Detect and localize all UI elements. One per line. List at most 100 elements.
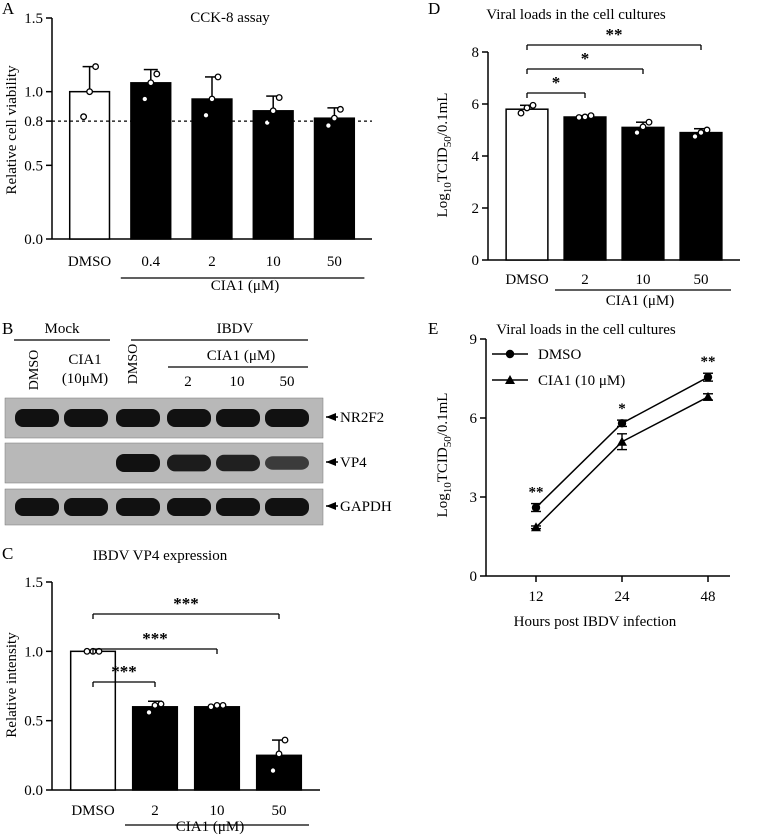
panel-d-bar bbox=[679, 131, 723, 261]
panel-d-y-tick-label: 6 bbox=[472, 97, 480, 113]
panel-c-y-tick-label: 1.0 bbox=[24, 644, 43, 660]
lane-dose-50: 50 bbox=[280, 374, 295, 390]
panel-a-category-label: 0.4 bbox=[141, 254, 160, 270]
panel-c-category-label: 50 bbox=[272, 803, 287, 819]
panel-c-data-point bbox=[83, 647, 91, 655]
panel-d-category-label: 2 bbox=[581, 272, 589, 288]
panel-b-letter: B bbox=[2, 319, 13, 338]
panel-e-y-tick-label: 0 bbox=[470, 569, 478, 585]
panel-d-sig-label: ** bbox=[606, 25, 623, 44]
panel-c-sig-label: *** bbox=[111, 662, 137, 681]
panel-a-letter: A bbox=[2, 0, 15, 18]
blot-band-gapdh bbox=[116, 498, 160, 516]
panel-a-data-point bbox=[275, 94, 283, 102]
band-label-gapdh: GAPDH bbox=[340, 499, 392, 515]
panel-c-y-tick-label: 0.0 bbox=[24, 783, 43, 799]
band-label-nr2f2: NR2F2 bbox=[340, 410, 384, 426]
panel-d-data-point bbox=[529, 101, 537, 109]
lane-cia1-mock-line2: (10μM) bbox=[62, 371, 108, 387]
panel-d-ylabel: Log10TCID50/0.1mL bbox=[435, 93, 454, 218]
panel-e-y-tick-label: 6 bbox=[470, 411, 478, 427]
panel-c-sig-label: *** bbox=[173, 594, 199, 613]
panel-d: D Viral loads in the cell cultures Log10… bbox=[428, 0, 740, 309]
panel-e-sig-label: * bbox=[618, 401, 626, 417]
blot-band-vp4 bbox=[116, 454, 160, 472]
panel-c-data-point bbox=[207, 703, 215, 711]
panel-d-category-label: DMSO bbox=[505, 272, 549, 288]
panel-a: A CCK-8 assay Relative cell viability 0.… bbox=[2, 0, 372, 294]
blot-band-gapdh bbox=[265, 498, 309, 516]
panel-c-y-tick-label: 1.5 bbox=[24, 575, 43, 591]
panel-c-data-point bbox=[219, 701, 227, 709]
panel-d-data-point bbox=[581, 113, 589, 121]
panel-c-bar bbox=[69, 650, 117, 791]
panel-a-category-label: DMSO bbox=[68, 254, 112, 270]
panel-d-bar bbox=[621, 126, 665, 261]
panel-a-bar bbox=[68, 90, 111, 240]
panel-d-bar bbox=[563, 116, 607, 261]
panel-d-y-tick-label: 4 bbox=[472, 149, 480, 165]
panel-d-letter: D bbox=[428, 0, 440, 18]
panel-c-letter: C bbox=[2, 544, 13, 563]
panel-c-data-point bbox=[281, 736, 289, 744]
panel-c-category-label: 2 bbox=[151, 803, 159, 819]
panel-a-y-tick-label: 1.0 bbox=[24, 85, 43, 101]
blot-band-vp4 bbox=[265, 456, 309, 470]
panel-c-sig-label: *** bbox=[142, 629, 168, 648]
panel-a-data-point bbox=[86, 88, 94, 96]
panel-e-point-circle bbox=[617, 419, 627, 428]
panel-c-data-point bbox=[151, 701, 159, 709]
panel-e-letter: E bbox=[428, 319, 438, 338]
panel-a-group-label: CIA1 (μM) bbox=[211, 278, 279, 294]
panel-d-y-tick-label: 0 bbox=[472, 253, 480, 269]
panel-d-sig-label: * bbox=[581, 49, 590, 68]
panel-b: B Mock IBDV DMSO CIA1 (10μM) DMSO CIA1 (… bbox=[2, 319, 392, 526]
panel-d-data-point bbox=[575, 114, 583, 121]
panel-a-title: CCK-8 assay bbox=[190, 10, 270, 26]
panel-a-bar bbox=[191, 98, 233, 240]
panel-e-sig-label: ** bbox=[701, 354, 716, 370]
panel-d-bar bbox=[505, 108, 549, 261]
panel-c-data-point bbox=[145, 708, 153, 716]
panel-d-category-label: 10 bbox=[636, 272, 651, 288]
panel-a-data-point bbox=[80, 113, 88, 121]
panel-a-data-point bbox=[92, 63, 100, 71]
panel-c-plot: 0.0 0.5 1.0 1.5 DMSO 2 10 50 *** *** *** bbox=[24, 575, 320, 826]
panel-d-y-tick-label: 2 bbox=[472, 201, 480, 217]
western-blot bbox=[4, 397, 324, 526]
panel-d-data-point bbox=[645, 118, 653, 126]
panel-d-data-point bbox=[639, 123, 647, 131]
lane-dmso-ibdv: DMSO bbox=[126, 344, 141, 384]
panel-a-data-point bbox=[269, 107, 277, 115]
panel-e-x-tick-label: 12 bbox=[529, 589, 544, 605]
blot-band-gapdh bbox=[15, 498, 59, 516]
panel-a-ylabel: Relative cell viability bbox=[4, 65, 20, 195]
mock-label: Mock bbox=[45, 321, 80, 337]
panel-c-bar bbox=[255, 754, 303, 791]
panel-a-y-tick-label: 0.5 bbox=[24, 158, 43, 174]
blot-band-nr2f2 bbox=[64, 409, 108, 427]
panel-a-plot: 0.0 0.5 0.8 1.0 1.5 DMSO 0.4 2 10 50 bbox=[24, 11, 372, 279]
blot-band-gapdh bbox=[216, 498, 260, 516]
panel-e-legend-marker-triangle bbox=[505, 375, 515, 384]
panel-a-data-point bbox=[147, 79, 155, 87]
panel-e-legend-label: CIA1 (10 μM) bbox=[538, 373, 625, 389]
panel-e-y-tick-label: 3 bbox=[470, 490, 478, 506]
panel-e-legend-marker-circle bbox=[505, 349, 515, 359]
panel-d-title: Viral loads in the cell cultures bbox=[486, 7, 666, 23]
panel-d-data-point bbox=[517, 109, 525, 117]
band-label-vp4: VP4 bbox=[340, 455, 367, 471]
panel-c-category-label: DMSO bbox=[71, 803, 115, 819]
panel-d-y-tick-label: 8 bbox=[472, 45, 480, 61]
lane-cia1-mock-line1: CIA1 bbox=[68, 352, 101, 368]
panel-a-data-point bbox=[324, 122, 332, 130]
blot-band-gapdh bbox=[64, 498, 108, 516]
panel-a-y-tick-label: 1.5 bbox=[24, 11, 43, 27]
blot-band-vp4 bbox=[216, 454, 260, 472]
panel-a-bar bbox=[130, 82, 172, 240]
panel-a-data-point bbox=[336, 105, 344, 113]
panel-c-data-point bbox=[157, 700, 165, 708]
panel-c-ylabel: Relative intensity bbox=[4, 632, 20, 738]
